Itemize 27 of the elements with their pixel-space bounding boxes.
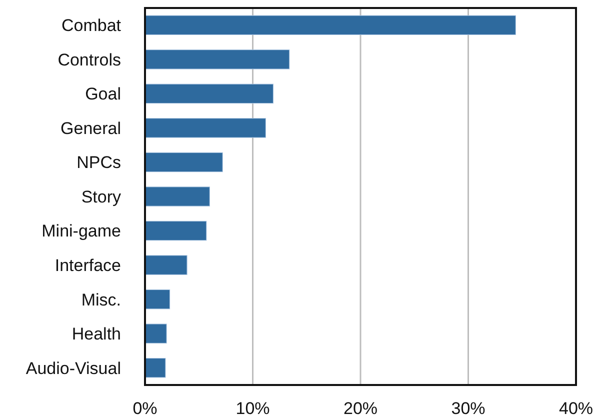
y-tick-label: Mini-game <box>42 222 121 241</box>
bar <box>144 118 266 138</box>
y-tick-label: NPCs <box>76 153 121 172</box>
y-tick-label: Misc. <box>81 290 121 310</box>
x-tick-label: 40% <box>558 399 594 418</box>
x-tick-label: 30% <box>451 399 486 418</box>
bar <box>144 152 223 172</box>
bar <box>144 84 274 104</box>
x-tick-label: 0% <box>132 399 158 418</box>
bar <box>144 358 166 378</box>
bar <box>144 220 207 241</box>
bar <box>144 50 290 70</box>
x-tick-label: 20% <box>343 399 378 418</box>
bar <box>144 324 167 344</box>
y-tick-label: Audio-Visual <box>26 358 121 378</box>
y-tick-label: Health <box>72 324 121 344</box>
x-tick-label: 10% <box>236 399 270 418</box>
y-tick-label: Controls <box>58 50 121 70</box>
y-tick-label: Story <box>81 187 122 206</box>
y-tick-label: Goal <box>85 84 121 104</box>
y-tick-label: Interface <box>54 256 121 275</box>
y-tick-label: General <box>60 118 121 138</box>
bar <box>144 15 516 36</box>
bar <box>144 186 210 206</box>
y-tick-label: Combat <box>61 16 122 36</box>
bar <box>144 255 188 275</box>
bar <box>144 289 170 310</box>
